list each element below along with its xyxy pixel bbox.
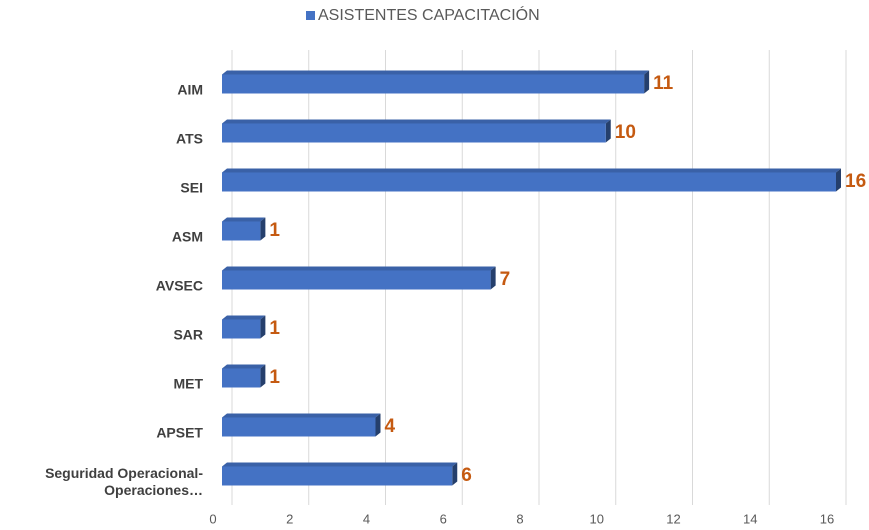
y-tick-label: APSET bbox=[156, 424, 203, 441]
y-tick-label: SAR bbox=[173, 326, 203, 343]
bar bbox=[222, 123, 606, 143]
bar bbox=[222, 319, 261, 339]
bar-top bbox=[222, 70, 650, 75]
bar-top bbox=[222, 462, 458, 467]
value-label: 1 bbox=[269, 367, 280, 388]
bar-side bbox=[605, 119, 611, 143]
y-tick-label: ASM bbox=[171, 228, 203, 245]
value-label: 1 bbox=[269, 220, 280, 241]
bar-top bbox=[222, 364, 266, 369]
bar-top bbox=[222, 266, 496, 271]
x-tick-label: 14 bbox=[743, 511, 757, 526]
value-label: 6 bbox=[461, 465, 472, 486]
y-tick-label: SEI bbox=[180, 179, 203, 196]
x-tick-label: 4 bbox=[363, 511, 370, 526]
y-tick-label: AIM bbox=[177, 81, 203, 98]
x-tick-label: 0 bbox=[209, 511, 216, 526]
bar-side bbox=[260, 315, 266, 339]
value-label: 11 bbox=[653, 73, 674, 94]
bar bbox=[222, 74, 645, 94]
value-label: 7 bbox=[500, 269, 511, 290]
value-label: 4 bbox=[385, 416, 396, 437]
bar bbox=[222, 368, 261, 388]
bar-side bbox=[375, 413, 381, 437]
bar-side bbox=[490, 266, 496, 290]
legend-label: ASISTENTES CAPACITACIÓN bbox=[318, 5, 540, 24]
bar-side bbox=[836, 168, 841, 192]
y-tick-label: Seguridad Operacional-Operaciones… bbox=[45, 465, 203, 498]
legend-swatch bbox=[306, 11, 315, 20]
bar-top bbox=[222, 315, 266, 320]
bar bbox=[222, 466, 453, 486]
bar-top bbox=[222, 119, 611, 124]
value-label: 1 bbox=[269, 318, 280, 339]
bar-side bbox=[260, 364, 266, 388]
bar-top bbox=[222, 413, 381, 418]
bar bbox=[222, 221, 261, 241]
bar-side bbox=[260, 217, 266, 241]
y-tick-label: MET bbox=[173, 375, 203, 392]
x-tick-label: 10 bbox=[590, 511, 604, 526]
x-tick-label: 12 bbox=[666, 511, 680, 526]
bar bbox=[222, 270, 491, 290]
x-tick-label: 2 bbox=[286, 511, 293, 526]
x-tick-label: 8 bbox=[516, 511, 523, 526]
y-tick-label: ATS bbox=[176, 130, 203, 147]
bar-top bbox=[222, 168, 841, 173]
bar-side bbox=[452, 462, 458, 486]
x-tick-label: 16 bbox=[820, 511, 834, 526]
x-tick-label: 6 bbox=[440, 511, 447, 526]
value-label: 16 bbox=[845, 171, 866, 192]
y-tick-label: AVSEC bbox=[155, 277, 203, 294]
value-label: 10 bbox=[615, 122, 636, 143]
bar-side bbox=[644, 70, 650, 94]
bar bbox=[222, 172, 836, 192]
bar bbox=[222, 417, 376, 437]
bar-top bbox=[222, 217, 266, 222]
